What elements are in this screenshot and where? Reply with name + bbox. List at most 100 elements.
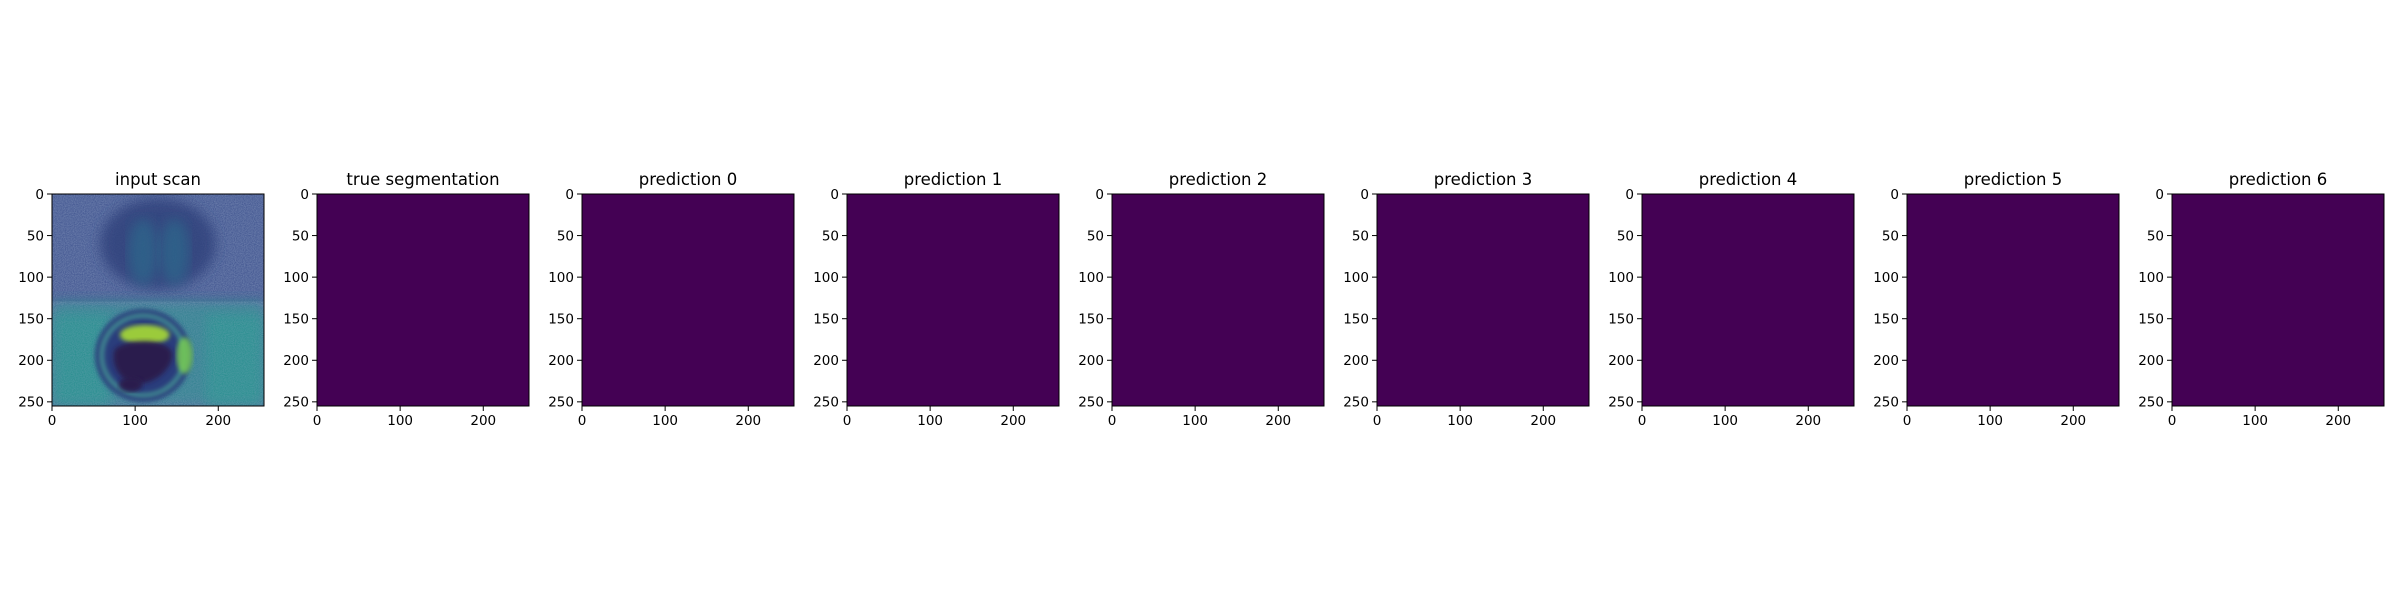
y-tick-label: 50: [557, 228, 574, 244]
y-tick-label: 250: [548, 395, 574, 411]
subplot-8: prediction 6 0 100 200 0 50 100 150 200 250: [2138, 170, 2385, 429]
heatmap-image: [317, 194, 529, 406]
x-tick-label: 0: [48, 413, 57, 429]
y-tick-label: 150: [548, 312, 574, 328]
y-tick-label: 200: [1343, 353, 1369, 369]
y-tick-label: 250: [813, 395, 839, 411]
subplot-title: prediction 5: [1964, 170, 2063, 189]
y-tick-label: 50: [822, 228, 839, 244]
subplot-title: prediction 1: [904, 170, 1003, 189]
y-tick-label: 100: [1343, 270, 1369, 286]
y-tick-label: 100: [18, 270, 44, 286]
subplot-title: true segmentation: [346, 170, 499, 189]
y-tick-label: 50: [27, 228, 44, 244]
y-tick-label: 0: [565, 187, 574, 203]
x-tick-label: 0: [1108, 413, 1117, 429]
x-tick-label: 200: [1000, 413, 1026, 429]
y-tick-label: 50: [1882, 228, 1899, 244]
y-tick-label: 0: [300, 187, 309, 203]
heatmap-image: [582, 194, 794, 406]
axes-frame: [2171, 193, 2385, 407]
subplot-3: prediction 1 0 100 200 0 50 100 150 200 250: [813, 170, 1060, 429]
x-tick-label: 100: [1712, 413, 1738, 429]
heatmap-image: [1112, 194, 1324, 406]
heatmap-image: [1642, 194, 1854, 406]
x-tick-label: 200: [205, 413, 231, 429]
x-tick-label: 200: [1795, 413, 1821, 429]
subplot-1: true segmentation 0 100 200 0 50 100 150 200 250: [283, 170, 530, 429]
x-tick-label: 0: [843, 413, 852, 429]
y-tick-label: 100: [2138, 270, 2164, 286]
y-tick-label: 100: [1873, 270, 1899, 286]
y-tick-label: 250: [1343, 395, 1369, 411]
x-tick-label: 200: [470, 413, 496, 429]
heatmap-image: [847, 194, 1059, 406]
subplot-4: prediction 2 0 100 200 0 50 100 150 200 250: [1078, 170, 1325, 429]
subplot-title: prediction 0: [639, 170, 738, 189]
y-tick-label: 0: [1095, 187, 1104, 203]
subplot-title: prediction 4: [1699, 170, 1798, 189]
x-tick-label: 0: [1638, 413, 1647, 429]
x-tick-label: 0: [578, 413, 587, 429]
y-tick-label: 200: [1873, 353, 1899, 369]
y-tick-label: 200: [283, 353, 309, 369]
y-tick-label: 250: [18, 395, 44, 411]
axes-frame: [316, 193, 530, 407]
x-tick-label: 200: [2325, 413, 2351, 429]
subplot-2: prediction 0 0 100 200 0 50 100 150 200 250: [548, 170, 795, 429]
subplot-0: input scan 0 100 200 0 50 100 150 200 250: [18, 170, 265, 429]
axes-frame: [51, 193, 265, 407]
axes-frame: [1906, 193, 2120, 407]
y-tick-label: 0: [35, 187, 44, 203]
axes-frame: [846, 193, 1060, 407]
y-tick-label: 50: [2147, 228, 2164, 244]
mri-image: [52, 194, 264, 406]
axes-frame: [1641, 193, 1855, 407]
y-tick-label: 200: [18, 353, 44, 369]
y-tick-label: 200: [1078, 353, 1104, 369]
x-tick-label: 0: [1903, 413, 1912, 429]
y-tick-label: 100: [1078, 270, 1104, 286]
axes-frame: [1111, 193, 1325, 407]
heatmap-image: [2172, 194, 2384, 406]
y-tick-label: 100: [283, 270, 309, 286]
y-tick-label: 200: [548, 353, 574, 369]
x-tick-label: 100: [122, 413, 148, 429]
x-tick-label: 200: [735, 413, 761, 429]
y-tick-label: 150: [283, 312, 309, 328]
subplot-title: input scan: [115, 170, 201, 189]
x-tick-label: 200: [2060, 413, 2086, 429]
y-tick-label: 200: [813, 353, 839, 369]
x-tick-label: 200: [1530, 413, 1556, 429]
x-tick-label: 100: [1447, 413, 1473, 429]
subplot-6: prediction 4 0 100 200 0 50 100 150 200 250: [1608, 170, 1855, 429]
y-tick-label: 100: [813, 270, 839, 286]
heatmap-image: [1907, 194, 2119, 406]
y-tick-label: 0: [2155, 187, 2164, 203]
subplot-7: prediction 5 0 100 200 0 50 100 150 200 250: [1873, 170, 2120, 429]
x-tick-label: 0: [1373, 413, 1382, 429]
y-tick-label: 50: [1087, 228, 1104, 244]
y-tick-label: 100: [1608, 270, 1634, 286]
x-tick-label: 100: [917, 413, 943, 429]
x-tick-label: 0: [2168, 413, 2177, 429]
y-tick-label: 150: [18, 312, 44, 328]
heatmap-image: [1377, 194, 1589, 406]
y-tick-label: 150: [1608, 312, 1634, 328]
y-tick-label: 150: [1873, 312, 1899, 328]
x-tick-label: 100: [1977, 413, 2003, 429]
y-tick-label: 150: [813, 312, 839, 328]
y-tick-label: 50: [1617, 228, 1634, 244]
y-tick-label: 50: [292, 228, 309, 244]
x-tick-label: 0: [313, 413, 322, 429]
y-tick-label: 0: [1890, 187, 1899, 203]
x-tick-label: 100: [652, 413, 678, 429]
y-tick-label: 50: [1352, 228, 1369, 244]
y-tick-label: 0: [1625, 187, 1634, 203]
subplot-title: prediction 3: [1434, 170, 1533, 189]
y-tick-label: 100: [548, 270, 574, 286]
y-tick-label: 0: [830, 187, 839, 203]
y-tick-label: 250: [283, 395, 309, 411]
x-tick-label: 100: [387, 413, 413, 429]
